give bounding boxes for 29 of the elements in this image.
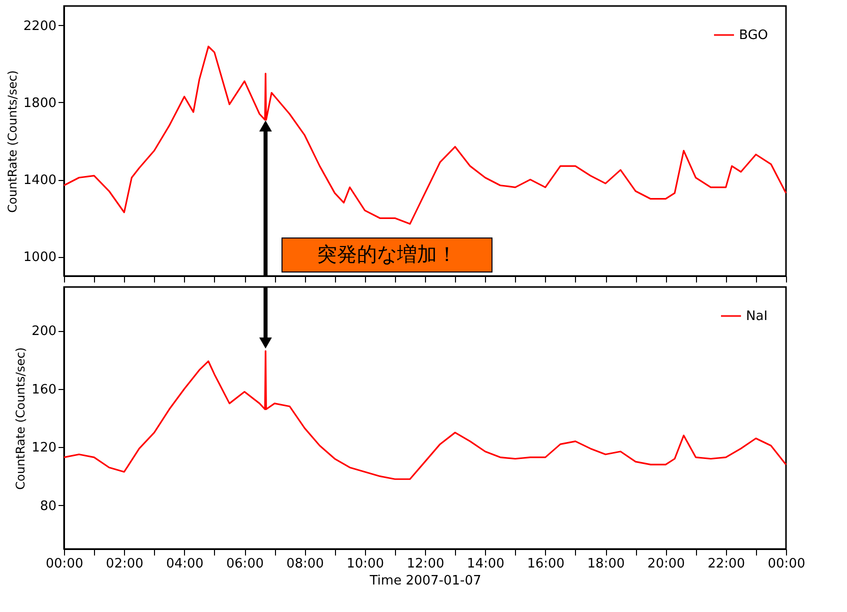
y-tick-label: 80	[40, 498, 56, 514]
annotation: 突発的な増加！	[317, 242, 457, 266]
y-tick-label: 2200	[23, 18, 56, 34]
y-tick-label: 200	[32, 324, 56, 340]
x-tick-label: 06:00	[226, 556, 264, 572]
x-tick-label: 16:00	[527, 556, 565, 572]
x-tick-label: 04:00	[166, 556, 204, 572]
y-tick-label: 1800	[23, 96, 56, 111]
x-tick-label: 12:00	[406, 556, 444, 572]
line-series	[63, 350, 787, 480]
x-tick-label: 18:00	[587, 556, 625, 572]
y-tick-label: 1400	[23, 173, 56, 188]
x-tick-label: 00:00	[768, 556, 806, 572]
y-axis-title: CountRate (Counts/sec)	[14, 347, 28, 490]
x-tick-label: 08:00	[286, 556, 324, 572]
y-tick-label: 160	[32, 382, 56, 398]
x-tick-label: 00:00	[46, 556, 84, 572]
y-tick-label: 120	[32, 440, 56, 456]
legend-label: BGO	[739, 28, 768, 43]
y-tick-label: 1000	[23, 250, 56, 266]
x-axis-title: Time 2007-01-07	[368, 574, 482, 588]
x-tick-label: 20:00	[647, 556, 685, 572]
x-tick-label: 14:00	[466, 556, 504, 572]
x-tick-label: 22:00	[708, 556, 746, 572]
x-tick-label: 02:00	[106, 556, 144, 572]
line-series	[63, 46, 787, 225]
y-axis-title: CountRate (Counts/sec)	[5, 70, 20, 213]
legend-label: NaI	[746, 309, 768, 324]
x-tick-label: 10:00	[346, 556, 384, 572]
